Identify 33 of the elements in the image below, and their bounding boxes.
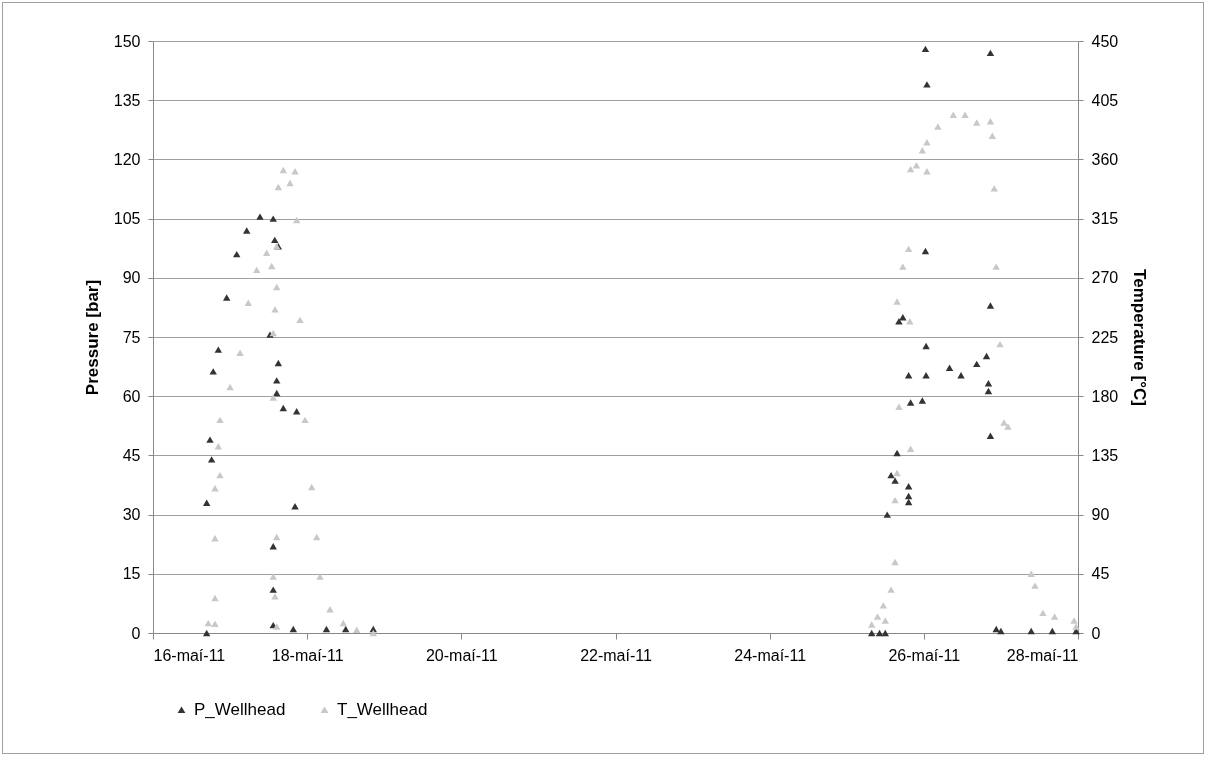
y-tick-label: 60 (122, 387, 141, 405)
y2-tick-label: 405 (1091, 91, 1119, 109)
y-tick-label: 30 (122, 506, 141, 524)
y-tick-label: 90 (122, 269, 141, 287)
y-tick-label: 150 (113, 32, 141, 50)
y-tick-label: 0 (131, 624, 141, 642)
y2-tick-label: 180 (1091, 387, 1119, 405)
y2-tick-label: 225 (1091, 328, 1119, 346)
y-tick-label: 135 (113, 91, 141, 109)
x-tick-label: 22-maí-11 (580, 646, 652, 664)
x-tick-label: 20-maí-11 (425, 646, 498, 664)
legend-label: P_Wellhead (194, 699, 286, 719)
y2-axis-title: Temperature [°C] (1130, 269, 1150, 406)
legend-label: T_Wellhead (337, 699, 428, 719)
x-tick-label: 28-maí-11 (1006, 646, 1079, 664)
y-tick-label: 120 (113, 150, 141, 168)
y2-tick-label: 0 (1091, 624, 1101, 642)
y-tick-label: 15 (122, 565, 141, 583)
y-tick-label: 75 (122, 328, 141, 346)
y2-tick-label: 315 (1091, 210, 1119, 228)
y2-tick-label: 270 (1091, 269, 1119, 287)
y2-tick-label: 360 (1091, 150, 1119, 168)
x-tick-label: 18-maí-11 (271, 646, 344, 664)
x-tick-label: 24-maí-11 (734, 646, 807, 664)
x-tick-label: 26-maí-11 (888, 646, 961, 664)
y2-tick-label: 135 (1091, 446, 1119, 464)
y2-tick-label: 45 (1091, 565, 1110, 583)
y2-tick-label: 90 (1091, 506, 1110, 524)
y2-tick-label: 450 (1091, 32, 1119, 50)
y-tick-label: 45 (122, 446, 141, 464)
x-tick-label: 16-maí-11 (153, 646, 226, 664)
y-tick-label: 105 (113, 210, 141, 228)
y-axis-title: Pressure [bar] (82, 279, 102, 396)
